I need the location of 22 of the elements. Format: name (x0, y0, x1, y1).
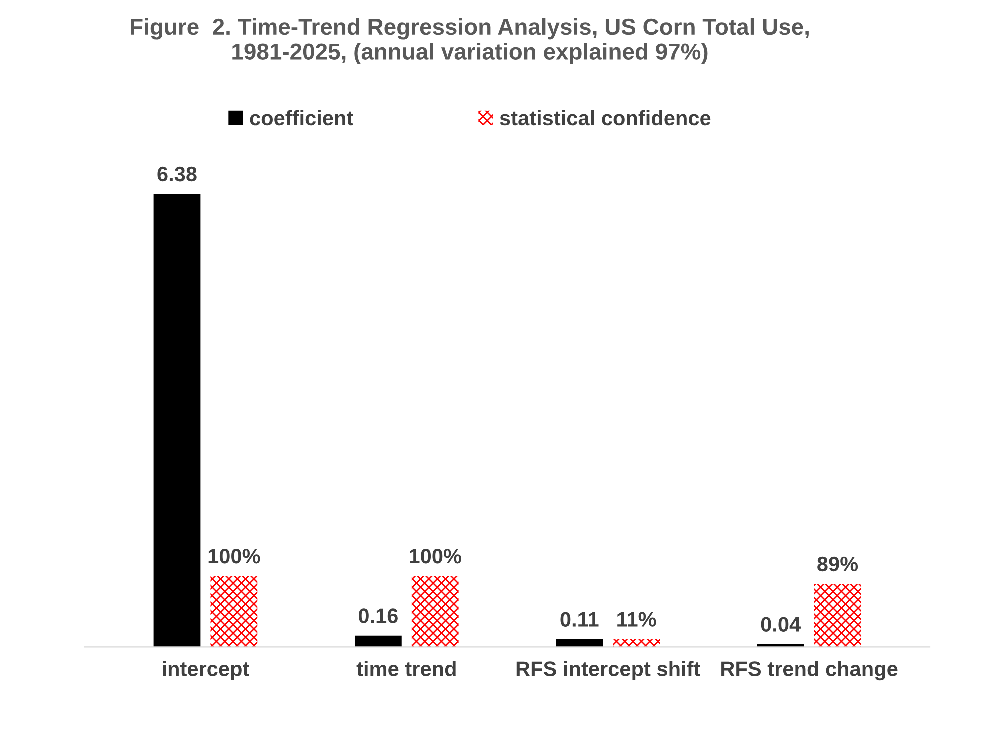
data-label: 11% (618, 612, 656, 627)
bar (154, 194, 201, 648)
x-tick-label: RFS trend change (722, 661, 898, 681)
legend-label: statistical confidence (500, 110, 711, 126)
data-label: 100% (208, 549, 260, 564)
bar (210, 576, 258, 648)
legend-label: coefficient (250, 110, 354, 126)
bar (556, 639, 604, 648)
data-label: 6.38 (158, 166, 197, 182)
data-label: 0.04 (761, 617, 801, 632)
data-label: 0.16 (358, 608, 398, 624)
data-label: 100% (410, 549, 462, 564)
x-tick-label: RFS intercept shift (516, 661, 700, 681)
bar (613, 639, 660, 648)
bar (412, 576, 459, 648)
chart-title: Figure 2. Time-Trend Regression Analysis, US Corn Total Use, 1981-2025, (annual variation explained 97%) (131, 18, 809, 64)
x-tick-label: time trend (356, 661, 456, 676)
bar (355, 636, 402, 648)
bar (814, 584, 862, 648)
data-label: 0.11 (560, 612, 599, 627)
data-label: 89% (818, 556, 858, 572)
x-tick-label: intercept (163, 661, 250, 681)
